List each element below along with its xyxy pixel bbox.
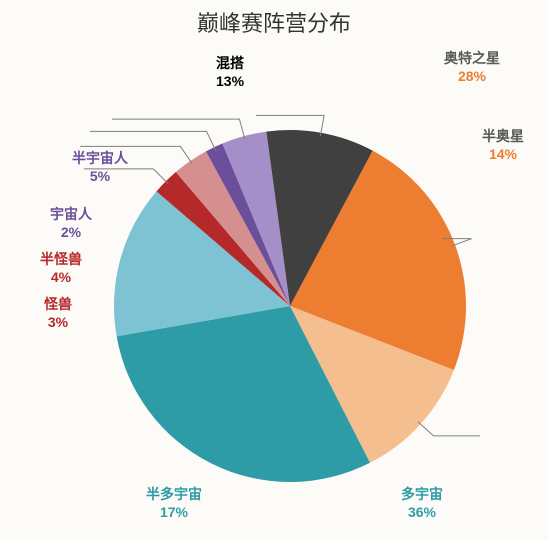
leader-line bbox=[90, 131, 216, 150]
leader-line bbox=[80, 146, 192, 163]
leader-line bbox=[418, 422, 480, 436]
leader-line bbox=[84, 169, 168, 184]
leader-line bbox=[112, 119, 245, 139]
pie-chart-svg bbox=[0, 0, 548, 540]
pie-chart-container: 巅峰赛阵营分布 奥特之星28%半奥星14%多宇宙36%半多宇宙17%怪兽3%半怪… bbox=[0, 0, 548, 540]
